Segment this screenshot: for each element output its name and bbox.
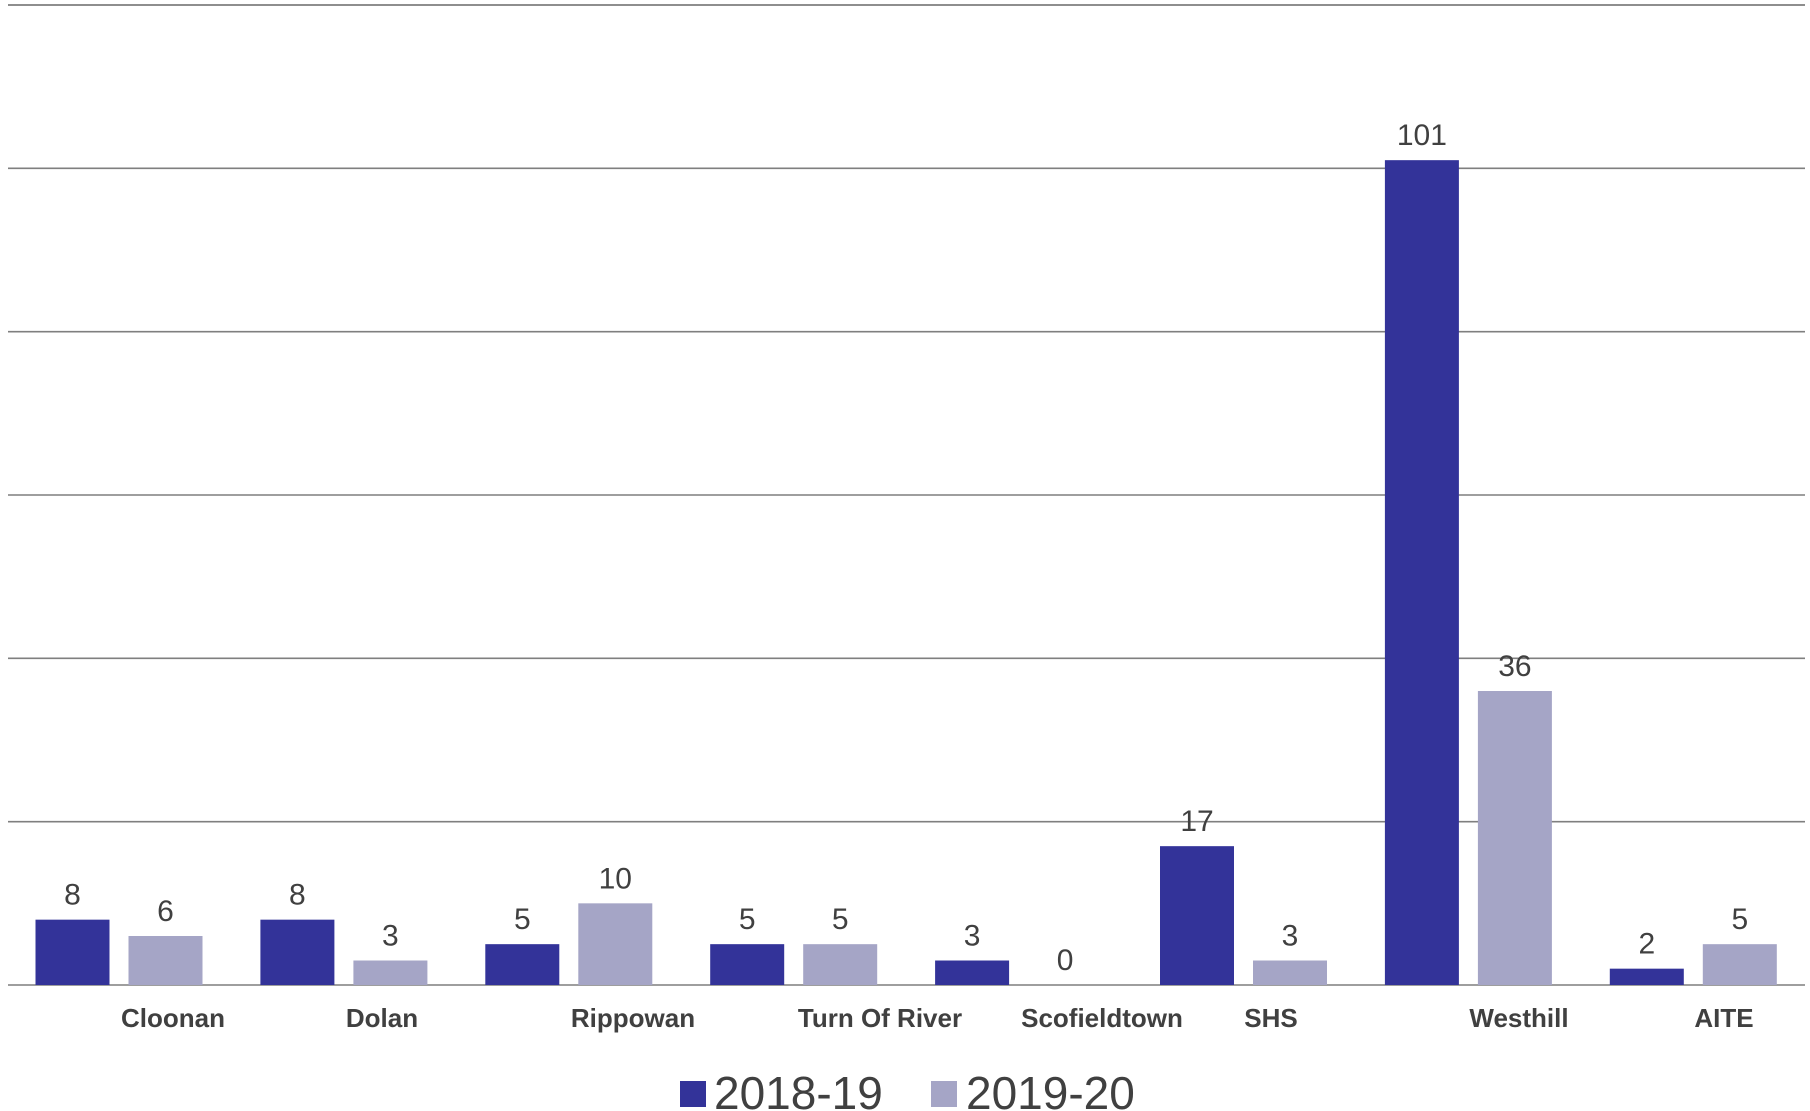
category-label-rippowan: Rippowan [571, 1003, 695, 1033]
category-label-shs: SHS [1244, 1003, 1297, 1033]
data-label-2019-20-aite: 5 [1731, 903, 1748, 936]
bar-2019-20-turn-of-river [803, 944, 878, 985]
bar-2018-19-scofieldtown [935, 960, 1010, 985]
category-labels: Cloonan Dolan Rippowan Turn Of River Scofiel… [121, 1003, 1754, 1033]
bar-2019-20-aite [1702, 944, 1777, 985]
data-label-2018-19-cloonan: 8 [64, 879, 81, 912]
data-label-2018-19-rippowan: 5 [514, 903, 531, 936]
gridlines [8, 4, 1805, 986]
category-label-scofieldtown: Scofieldtown [1021, 1003, 1183, 1033]
bar-2019-20-cloonan [128, 936, 203, 985]
data-labels: 8 6 8 3 5 10 5 5 3 0 17 3 101 36 2 5 [64, 119, 1748, 977]
bar-2019-20-shs [1253, 960, 1327, 985]
category-label-aite: AITE [1694, 1003, 1753, 1033]
data-label-2018-19-turn-of-river: 5 [739, 903, 756, 936]
data-label-2019-20-cloonan: 6 [157, 895, 174, 928]
legend-swatch-2018-19 [680, 1081, 706, 1107]
data-label-2018-19-shs: 17 [1180, 805, 1213, 838]
data-label-2019-20-rippowan: 10 [599, 862, 632, 895]
bar-2018-19-turn-of-river [710, 944, 785, 985]
data-label-2019-20-turn-of-river: 5 [832, 903, 849, 936]
legend-label-2019-20: 2019-20 [966, 1067, 1135, 1111]
bar-2018-19-dolan [260, 919, 335, 985]
bar-2018-19-aite [1609, 968, 1684, 985]
bar-2018-19-westhill [1384, 160, 1459, 985]
category-label-cloonan: Cloonan [121, 1003, 225, 1033]
legend-swatch-2019-20 [931, 1081, 957, 1107]
category-label-dolan: Dolan [346, 1003, 418, 1033]
bars [35, 160, 1777, 985]
bar-2018-19-rippowan [485, 944, 560, 985]
bar-2019-20-westhill [1477, 691, 1552, 985]
data-label-2019-20-shs: 3 [1282, 920, 1299, 953]
legend-label-2018-19: 2018-19 [714, 1067, 883, 1111]
data-label-2019-20-dolan: 3 [382, 920, 399, 953]
bar-2019-20-dolan [353, 960, 428, 985]
data-label-2019-20-scofieldtown: 0 [1057, 944, 1074, 977]
bar-2018-19-shs [1160, 846, 1234, 985]
bar-2018-19-cloonan [35, 919, 110, 985]
data-label-2018-19-scofieldtown: 3 [964, 920, 981, 953]
legend: 2018-19 2019-20 [680, 1067, 1135, 1111]
data-label-2018-19-dolan: 8 [289, 879, 306, 912]
category-label-turn-of-river: Turn Of River [798, 1003, 962, 1033]
data-label-2018-19-westhill: 101 [1397, 119, 1447, 152]
category-label-westhill: Westhill [1469, 1003, 1568, 1033]
data-label-2018-19-aite: 2 [1638, 928, 1655, 961]
data-label-2019-20-westhill: 36 [1498, 650, 1531, 683]
bar-2019-20-rippowan [578, 903, 653, 985]
